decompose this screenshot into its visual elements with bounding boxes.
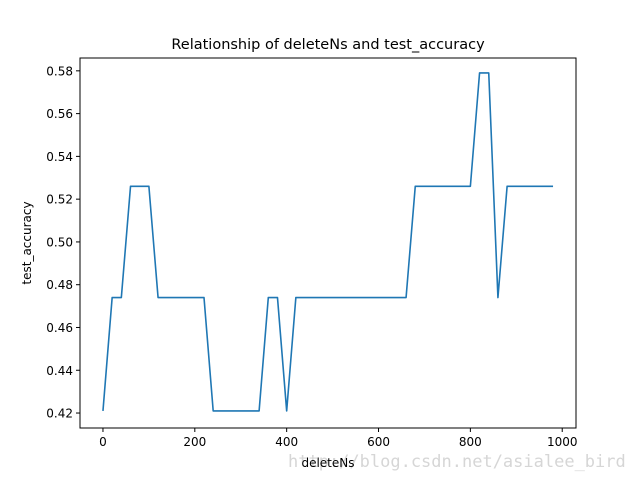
x-tick-label: 1000 (547, 435, 578, 449)
watermark: http://blog.csdn.net/asialee_bird (288, 452, 626, 472)
data-point (304, 296, 306, 298)
data-point (350, 296, 352, 298)
y-axis-ticks: 0.42 0.44 0.46 0.48 0.50 0.52 0.54 0.56 0.58 (46, 64, 80, 421)
data-point (203, 296, 205, 298)
data-point (543, 185, 545, 187)
data-point (405, 296, 407, 298)
data-point (515, 185, 517, 187)
data-point (414, 185, 416, 187)
data-point (451, 185, 453, 187)
data-point (166, 296, 168, 298)
series-line (102, 72, 554, 412)
data-point (506, 185, 508, 187)
y-tick-label: 0.58 (46, 64, 73, 78)
data-point (258, 410, 260, 412)
chart-title: Relationship of deleteNs and test_accura… (171, 37, 485, 53)
plot-frame (79, 57, 577, 429)
data-point (552, 185, 554, 187)
data-point (322, 296, 324, 298)
data-point (175, 296, 177, 298)
data-point (276, 296, 278, 298)
y-tick-label: 0.44 (46, 364, 73, 378)
data-point (249, 410, 251, 412)
data-point (442, 185, 444, 187)
data-point (212, 410, 214, 412)
data-point (396, 296, 398, 298)
x-tick-label: 600 (367, 435, 390, 449)
data-point (157, 296, 159, 298)
y-tick-label: 0.54 (46, 150, 73, 164)
data-point (240, 410, 242, 412)
data-point (230, 410, 232, 412)
data-point (460, 185, 462, 187)
data-point (120, 296, 122, 298)
data-point (313, 296, 315, 298)
data-point (488, 72, 490, 74)
data-point (102, 410, 104, 412)
y-axis-label: test_accuracy (20, 201, 34, 284)
data-point (285, 410, 287, 412)
x-tick-label: 200 (183, 435, 206, 449)
data-point (341, 296, 343, 298)
x-tick-label: 0 (99, 435, 107, 449)
x-tick-label: 800 (459, 435, 482, 449)
data-point (432, 185, 434, 187)
y-tick-label: 0.52 (46, 193, 73, 207)
data-point (221, 410, 223, 412)
y-tick-label: 0.42 (46, 407, 73, 421)
data-point (129, 185, 131, 187)
data-point (368, 296, 370, 298)
y-tick-label: 0.48 (46, 278, 73, 292)
data-point (478, 72, 480, 74)
x-axis-ticks: 0 200 400 600 800 1000 (99, 428, 577, 449)
data-point (533, 185, 535, 187)
data-point (139, 185, 141, 187)
data-point (111, 296, 113, 298)
data-point (331, 296, 333, 298)
data-point (497, 296, 499, 298)
series-layer (102, 72, 554, 412)
data-point (387, 296, 389, 298)
x-axis-label: deleteNs (301, 456, 354, 470)
data-point (423, 185, 425, 187)
data-point (295, 296, 297, 298)
y-tick-label: 0.56 (46, 107, 73, 121)
x-tick-label: 400 (275, 435, 298, 449)
data-point (148, 185, 150, 187)
data-point (359, 296, 361, 298)
data-point (267, 296, 269, 298)
y-tick-label: 0.50 (46, 235, 73, 249)
data-point (377, 296, 379, 298)
data-point (184, 296, 186, 298)
y-tick-label: 0.46 (46, 321, 73, 335)
data-point (194, 296, 196, 298)
data-point (469, 185, 471, 187)
data-point (524, 185, 526, 187)
